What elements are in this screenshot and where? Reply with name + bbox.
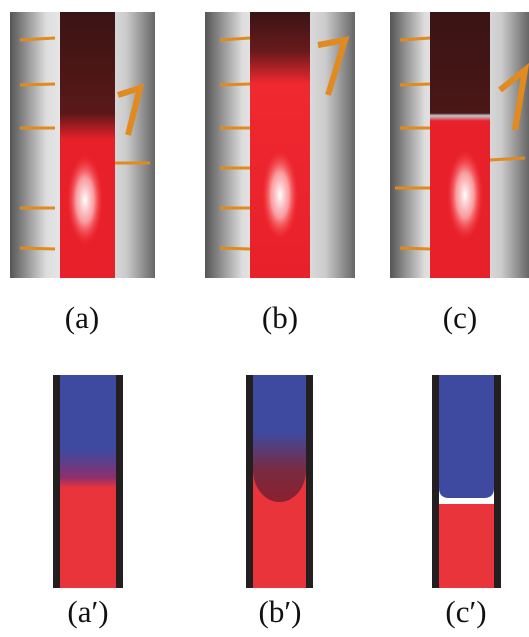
figure: (a) (b) (c) (a′) (b′) (c′) [0, 0, 529, 637]
diagram-label: (a′) [67, 594, 108, 629]
photo-label: (b) [262, 300, 298, 335]
photo-a [10, 12, 155, 278]
photo-b [205, 12, 355, 278]
photo-label: (c) [443, 300, 477, 335]
photo-c [390, 12, 529, 278]
diagram-label: (b′) [259, 594, 302, 629]
diagram-b [246, 375, 313, 588]
photo-label: (a) [65, 300, 99, 335]
diagram-label: (c′) [445, 594, 486, 629]
diagram-a [53, 375, 123, 588]
diagram-c [432, 375, 501, 588]
